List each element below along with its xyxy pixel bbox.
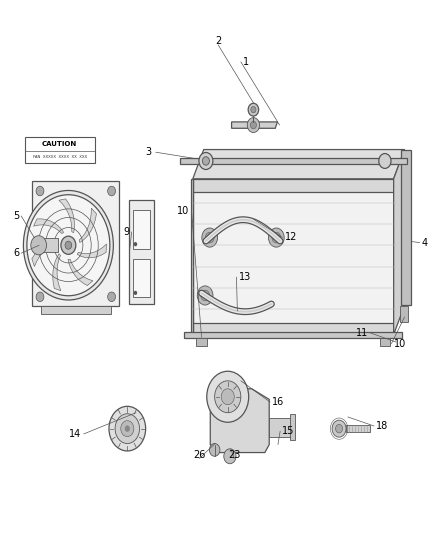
Bar	[193, 179, 394, 192]
Polygon shape	[77, 244, 106, 258]
Circle shape	[36, 292, 44, 302]
Text: 6: 6	[13, 248, 19, 258]
Circle shape	[201, 290, 209, 301]
Text: CAUTION: CAUTION	[42, 141, 77, 147]
Circle shape	[207, 371, 249, 422]
Circle shape	[108, 292, 116, 302]
Polygon shape	[41, 306, 111, 314]
Text: 2: 2	[215, 36, 221, 45]
Text: 3: 3	[145, 147, 151, 157]
Circle shape	[202, 157, 209, 165]
Circle shape	[268, 228, 284, 247]
Bar	[133, 259, 150, 297]
Circle shape	[115, 414, 140, 443]
Circle shape	[134, 291, 137, 295]
Text: 16: 16	[272, 397, 285, 407]
Circle shape	[272, 232, 281, 243]
Circle shape	[209, 443, 220, 456]
Bar	[193, 323, 394, 335]
Circle shape	[251, 122, 257, 129]
Circle shape	[27, 195, 110, 296]
Circle shape	[202, 228, 218, 247]
Text: 15: 15	[283, 426, 295, 437]
Bar	[34, 238, 58, 252]
Polygon shape	[34, 219, 64, 233]
Circle shape	[197, 286, 213, 305]
Circle shape	[205, 232, 214, 243]
Text: 12: 12	[285, 232, 297, 243]
Text: FAN  XXXXX  XXXX  XX  XXX: FAN XXXXX XXXX XX XXX	[32, 155, 87, 159]
Circle shape	[248, 103, 259, 116]
Text: 10: 10	[177, 206, 189, 216]
Bar	[130, 200, 153, 304]
Text: 11: 11	[356, 328, 368, 338]
Circle shape	[108, 186, 116, 196]
Circle shape	[61, 236, 76, 254]
Bar	[290, 414, 294, 440]
Text: 14: 14	[69, 429, 81, 439]
Bar	[184, 333, 403, 338]
Polygon shape	[79, 208, 96, 243]
Text: 5: 5	[13, 211, 19, 221]
Circle shape	[31, 236, 46, 255]
Bar	[133, 211, 150, 249]
Circle shape	[379, 154, 391, 168]
Circle shape	[36, 186, 44, 196]
Circle shape	[121, 421, 134, 437]
Circle shape	[109, 406, 146, 451]
Polygon shape	[68, 259, 93, 286]
Circle shape	[125, 425, 130, 432]
Circle shape	[251, 107, 256, 113]
Bar	[25, 138, 95, 163]
Bar	[400, 306, 408, 322]
Text: 18: 18	[376, 421, 389, 431]
Text: 23: 23	[228, 450, 240, 460]
Circle shape	[332, 420, 346, 437]
Polygon shape	[32, 241, 57, 266]
Bar	[180, 158, 407, 164]
Text: 26: 26	[193, 450, 205, 460]
Circle shape	[224, 449, 236, 464]
Text: 9: 9	[124, 227, 130, 237]
Bar	[401, 150, 411, 305]
Circle shape	[134, 242, 137, 246]
Circle shape	[215, 381, 241, 413]
Circle shape	[221, 389, 234, 405]
Polygon shape	[210, 389, 269, 453]
Bar	[346, 425, 370, 432]
Polygon shape	[191, 179, 193, 335]
Bar	[380, 338, 390, 346]
Bar	[32, 181, 120, 306]
Text: 13: 13	[239, 272, 251, 282]
Text: 10: 10	[394, 338, 406, 349]
Polygon shape	[193, 181, 394, 330]
Circle shape	[247, 118, 260, 133]
Circle shape	[23, 190, 113, 300]
Circle shape	[65, 241, 72, 249]
Bar	[269, 418, 291, 437]
Polygon shape	[232, 122, 277, 128]
Polygon shape	[193, 150, 405, 179]
Circle shape	[336, 424, 343, 433]
Text: 1: 1	[243, 57, 249, 67]
Circle shape	[199, 152, 213, 169]
Text: 4: 4	[422, 238, 428, 247]
Polygon shape	[53, 254, 61, 291]
Bar	[196, 338, 207, 346]
Polygon shape	[59, 199, 74, 233]
Polygon shape	[394, 150, 405, 335]
